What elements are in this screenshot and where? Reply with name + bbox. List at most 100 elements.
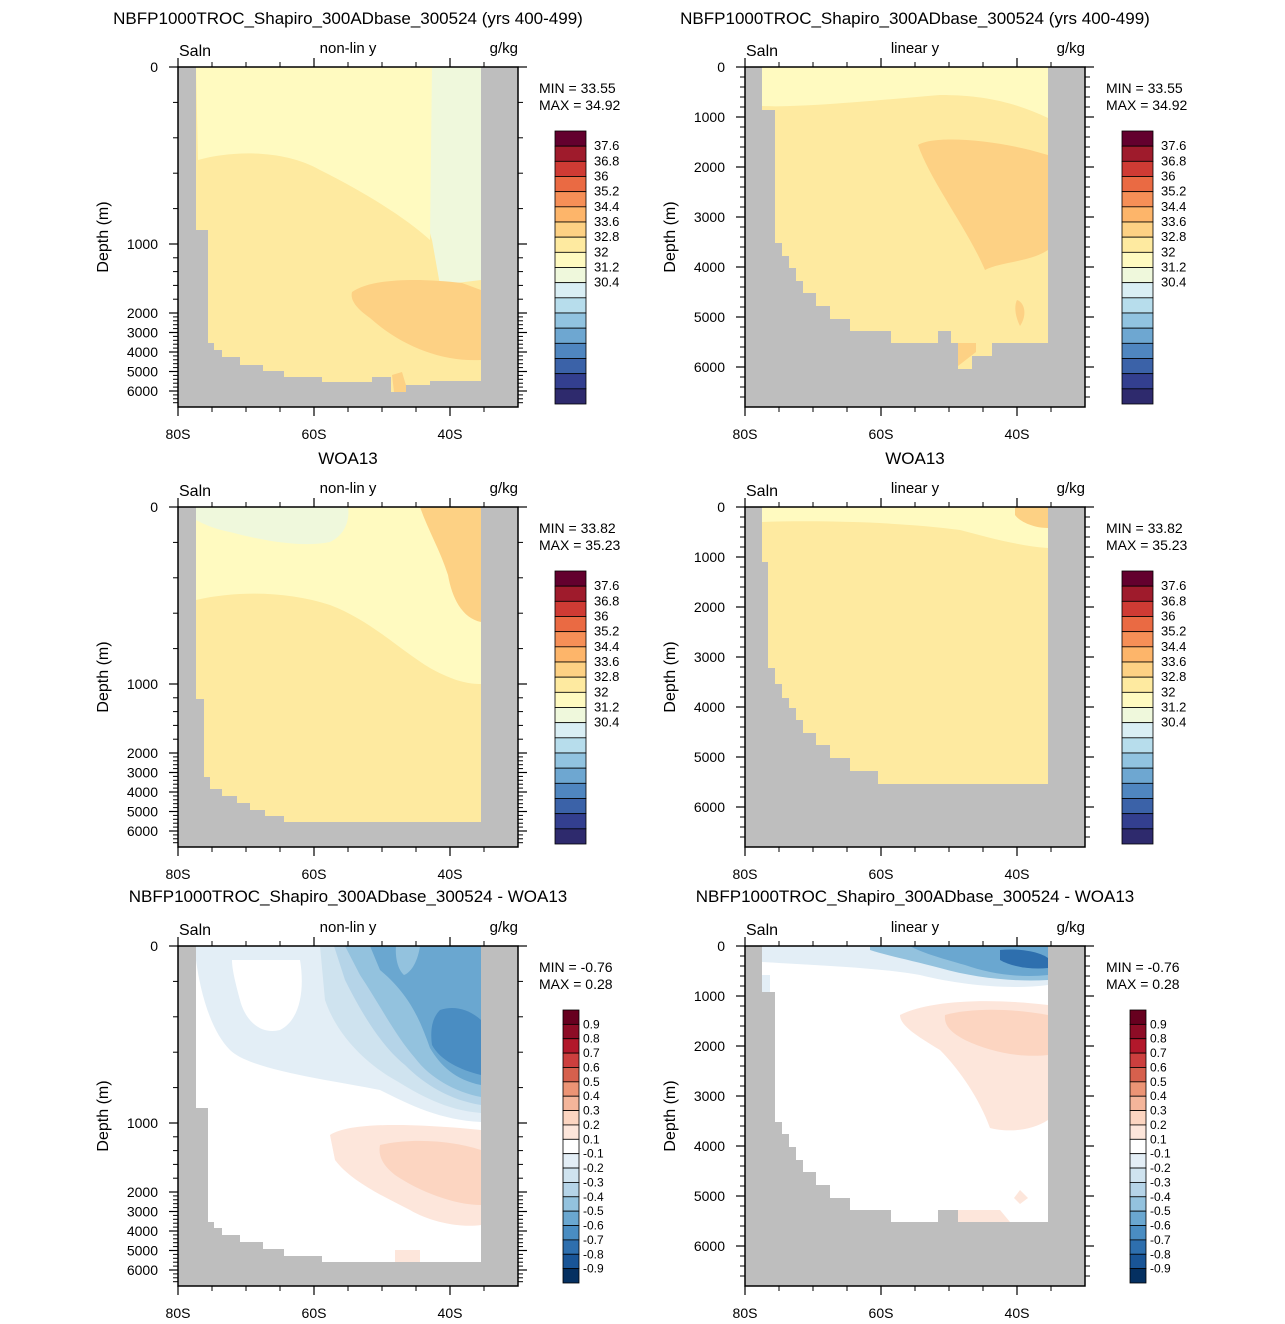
colorbar-swatch	[554, 691, 587, 708]
colorbar-swatch	[1121, 358, 1154, 375]
y-tick-label: 0	[150, 499, 158, 515]
colorbar-swatch	[562, 1225, 580, 1241]
colorbar-swatch	[1121, 707, 1154, 724]
land-mask	[745, 946, 1085, 1286]
colorbar-label: 37.6	[594, 578, 619, 593]
x-tick-label: 60S	[869, 426, 894, 442]
variable-label: Saln	[179, 922, 211, 939]
colorbar-swatch	[554, 631, 587, 648]
colorbar-label: -0.2	[583, 1161, 604, 1175]
y-axis: 0 1000 2000 3000 4000 5000 6000	[127, 938, 527, 1283]
colorbar-swatch	[1121, 373, 1154, 390]
anomaly-neg6-contour	[431, 1008, 481, 1075]
colorbar-swatch	[554, 752, 587, 769]
y-tick-label: 1000	[694, 549, 725, 565]
colorbar-label: 35.2	[594, 624, 619, 639]
salinity-mid-contour	[196, 507, 481, 684]
colorbar-swatch	[1129, 1210, 1147, 1226]
y-tick-label: 2000	[127, 1184, 158, 1200]
colorbar-swatch	[1129, 1167, 1147, 1183]
colorbar-label: 0.2	[1150, 1118, 1167, 1132]
colorbar-swatch	[1121, 297, 1154, 314]
colorbar-swatch	[554, 373, 587, 390]
colorbar-label: 36.8	[594, 153, 619, 168]
colorbar-swatch	[562, 1095, 580, 1111]
colorbar-label: 32	[594, 244, 608, 259]
colorbar-swatch	[1121, 267, 1154, 284]
y-tick-label: 6000	[127, 383, 158, 399]
y-tick-label: 5000	[127, 1243, 158, 1259]
land-mask	[745, 507, 1085, 847]
colorbar-label: 0.2	[583, 1118, 600, 1132]
colorbar-swatch	[1129, 1124, 1147, 1140]
variable-label: Saln	[746, 483, 778, 500]
colorbar-label: -0.5	[1150, 1204, 1171, 1218]
colorbar-label: 0.5	[1150, 1075, 1167, 1089]
y-tick-label: 2000	[694, 159, 725, 175]
colorbar-label: -0.9	[583, 1262, 604, 1276]
colorbar-label: 0.7	[1150, 1046, 1167, 1060]
colorbar-swatch	[1121, 251, 1154, 268]
x-tick-label: 40S	[1005, 1305, 1030, 1321]
x-tick-label: 80S	[733, 1305, 758, 1321]
y-tick-label: 0	[150, 59, 158, 75]
colorbar-swatch	[562, 1182, 580, 1198]
colorbar-swatch	[562, 1081, 580, 1097]
y-axis-title: Depth (m)	[95, 201, 112, 272]
x-tick-label: 80S	[166, 866, 191, 882]
colorbar-swatch	[1121, 312, 1154, 329]
colorbar-label: -0.3	[583, 1175, 604, 1189]
colorbar: 0.90.80.70.60.50.40.30.20.1-0.1-0.2-0.3-…	[562, 1009, 604, 1284]
units-label: g/kg	[490, 919, 518, 936]
y-tick-label: 2000	[127, 745, 158, 761]
colorbar-swatch	[554, 737, 587, 754]
colorbar-swatch	[1129, 1253, 1147, 1270]
y-tick-label: 5000	[694, 309, 725, 325]
colorbar-swatch	[554, 267, 587, 284]
salinity-low-contour	[196, 507, 349, 545]
colorbar-label: 33.6	[1161, 214, 1186, 229]
x-tick-label: 80S	[733, 866, 758, 882]
colorbar-swatch	[562, 1153, 580, 1169]
colorbar-label: 36	[1161, 169, 1175, 184]
colorbar-swatch	[562, 1038, 580, 1054]
variable-label: Saln	[746, 922, 778, 939]
colorbar-label: -0.3	[1150, 1175, 1171, 1189]
min-label: MIN = 33.55	[539, 80, 616, 96]
colorbar-swatch	[1129, 1067, 1147, 1083]
colorbar-label: 0.5	[583, 1075, 600, 1089]
colorbar-swatch	[1121, 798, 1154, 815]
row2-title-left: WOA13	[318, 449, 378, 468]
colorbar-swatch	[1121, 130, 1154, 147]
colorbar-label: 31.2	[1161, 260, 1186, 275]
colorbar-swatch	[554, 206, 587, 223]
x-tick-label: 60S	[869, 1305, 894, 1321]
colorbar-label: 34.4	[594, 199, 619, 214]
y-tick-label: 4000	[127, 784, 158, 800]
y-tick-label: 1000	[127, 236, 158, 252]
colorbar-label: 36.8	[1161, 153, 1186, 168]
colorbar-label: 32.8	[594, 669, 619, 684]
colorbar-swatch	[1129, 1009, 1147, 1025]
colorbar-swatch	[1121, 782, 1154, 799]
y-tick-label: 5000	[127, 364, 158, 380]
colorbar-swatch	[554, 570, 587, 587]
colorbar-swatch	[562, 1052, 580, 1068]
y-tick-label: 1000	[694, 988, 725, 1004]
colorbar-swatch	[1121, 631, 1154, 648]
colorbar-label: 36.8	[1161, 593, 1186, 608]
y-axis-title: Depth (m)	[662, 201, 679, 272]
colorbar-swatch	[554, 358, 587, 375]
colorbar-swatch	[1129, 1138, 1147, 1155]
min-label: MIN = 33.82	[1106, 520, 1183, 536]
colorbar-label: 32.8	[1161, 229, 1186, 244]
colorbar-label: 33.6	[594, 654, 619, 669]
colorbar-swatch	[1129, 1182, 1147, 1198]
x-tick-label: 80S	[166, 1305, 191, 1321]
colorbar-label: 30.4	[1161, 275, 1186, 290]
salinity-high-contour-3	[958, 343, 976, 366]
colorbar-swatch	[1121, 646, 1154, 663]
x-axis: 80S 60S 40S	[733, 937, 1052, 1321]
anomaly-neg6-contour-2	[395, 946, 420, 975]
